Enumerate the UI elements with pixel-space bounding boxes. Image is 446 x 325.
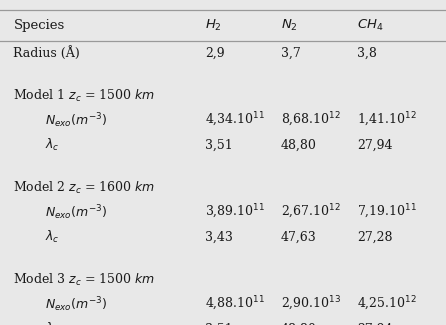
Text: 1,41.10$^{12}$: 1,41.10$^{12}$ [357, 111, 417, 129]
Text: 27,28: 27,28 [357, 230, 392, 243]
Text: $H_2$: $H_2$ [205, 18, 222, 33]
Text: 4,34.10$^{11}$: 4,34.10$^{11}$ [205, 111, 265, 129]
Text: $N_{exo}(m^{-3})$: $N_{exo}(m^{-3})$ [45, 111, 107, 130]
Text: 3,89.10$^{11}$: 3,89.10$^{11}$ [205, 203, 265, 221]
Text: 4,88.10$^{11}$: 4,88.10$^{11}$ [205, 295, 265, 313]
Text: $N_{exo}(m^{-3})$: $N_{exo}(m^{-3})$ [45, 203, 107, 222]
Text: Model 2 $z_c$ = 1600 $km$: Model 2 $z_c$ = 1600 $km$ [13, 179, 156, 196]
Text: 2,90.10$^{13}$: 2,90.10$^{13}$ [281, 295, 341, 313]
Text: 2,9: 2,9 [205, 46, 225, 59]
Text: 4,25.10$^{12}$: 4,25.10$^{12}$ [357, 295, 417, 313]
Text: 3,8: 3,8 [357, 46, 377, 59]
Text: 3,51: 3,51 [205, 322, 233, 325]
Text: 3,7: 3,7 [281, 46, 301, 59]
Text: 48,80: 48,80 [281, 138, 317, 151]
Text: $\lambda_c$: $\lambda_c$ [45, 229, 59, 245]
Text: 47,63: 47,63 [281, 230, 317, 243]
Text: 3,51: 3,51 [205, 138, 233, 151]
Text: 2,67.10$^{12}$: 2,67.10$^{12}$ [281, 203, 341, 221]
Text: $N_2$: $N_2$ [281, 18, 298, 33]
Text: 27,94: 27,94 [357, 138, 392, 151]
Text: Model 1 $z_c$ = 1500 $km$: Model 1 $z_c$ = 1500 $km$ [13, 87, 156, 104]
Text: 8,68.10$^{12}$: 8,68.10$^{12}$ [281, 111, 341, 129]
Text: Species: Species [13, 19, 65, 32]
Text: $\lambda_c$: $\lambda_c$ [45, 321, 59, 325]
Text: $\lambda_c$: $\lambda_c$ [45, 137, 59, 153]
Text: 3,43: 3,43 [205, 230, 233, 243]
Text: Radius (Å): Radius (Å) [13, 46, 80, 60]
Text: 27,94: 27,94 [357, 322, 392, 325]
Text: $N_{exo}(m^{-3})$: $N_{exo}(m^{-3})$ [45, 295, 107, 314]
Text: 7,19.10$^{11}$: 7,19.10$^{11}$ [357, 203, 417, 221]
Text: 48,80: 48,80 [281, 322, 317, 325]
Text: $CH_4$: $CH_4$ [357, 18, 384, 33]
Text: Model 3 $z_c$ = 1500 $km$: Model 3 $z_c$ = 1500 $km$ [13, 271, 156, 288]
